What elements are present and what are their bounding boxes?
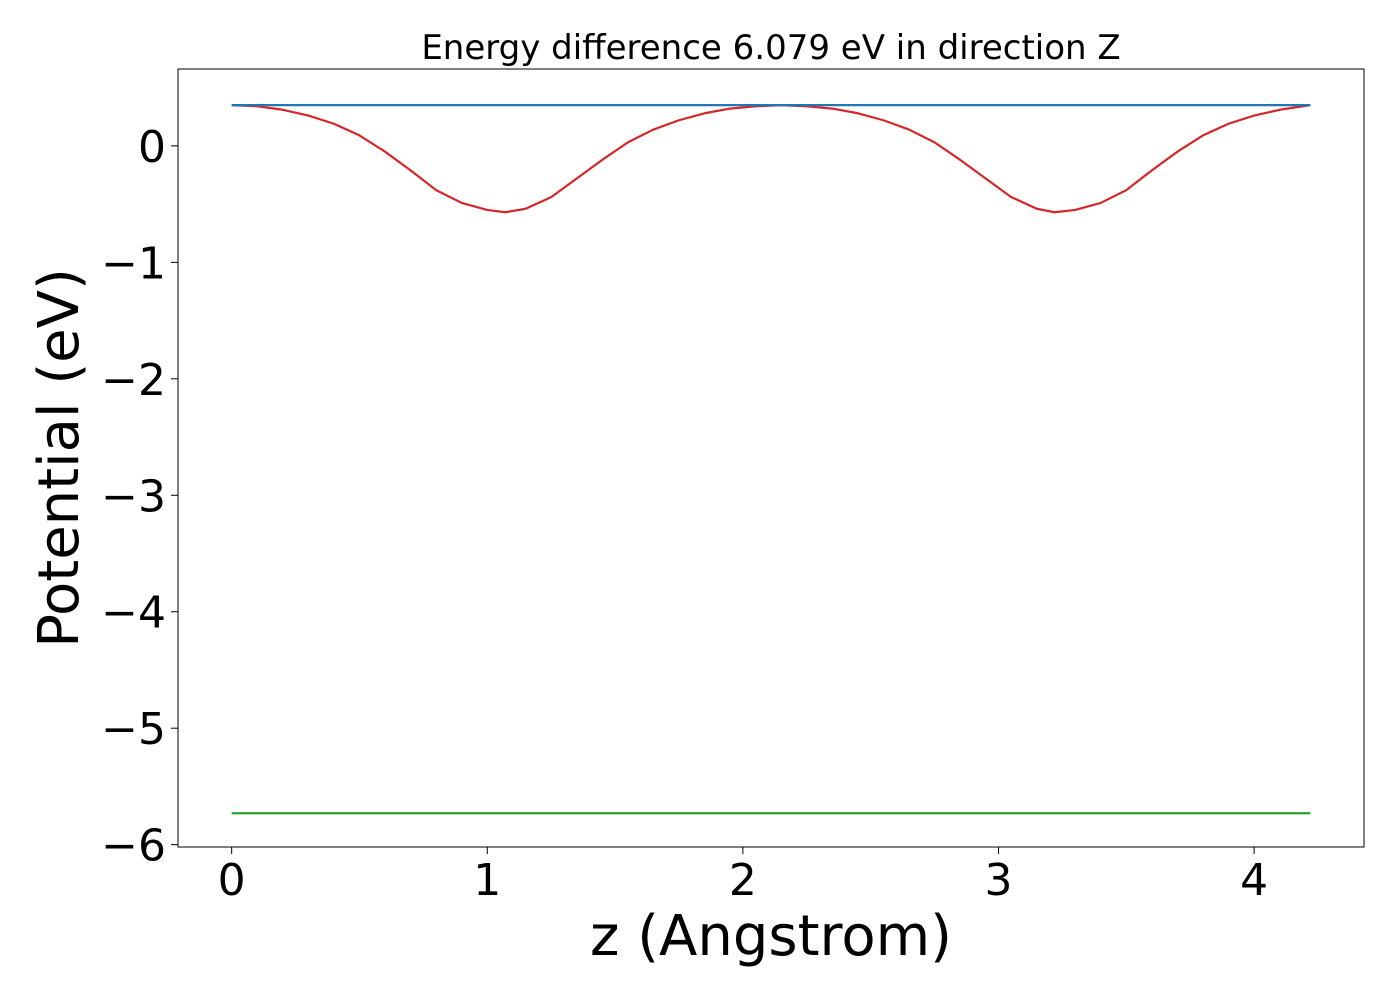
x-tick-label: 2: [729, 855, 757, 906]
y-tick-label: −1: [101, 238, 166, 289]
series-line-0: [231, 103, 1311, 214]
y-tick-label: −2: [101, 355, 166, 406]
x-axis-title: z (Angstrom): [590, 904, 952, 969]
x-tick-label: 0: [218, 855, 246, 906]
plot-area-frame: [177, 68, 1365, 848]
x-tick-label: 3: [984, 855, 1012, 906]
y-axis: 0 −1 −2 −3 −4 −5 −6: [101, 122, 178, 872]
y-tick-label: −6: [101, 821, 166, 872]
chart-title: Energy difference 6.079 eV in direction …: [421, 28, 1120, 68]
y-tick-label: −4: [101, 588, 166, 639]
series-layer: [231, 103, 1311, 815]
y-tick-label: 0: [138, 122, 166, 173]
y-tick-label: −5: [101, 704, 166, 755]
x-tick-label: 1: [473, 855, 501, 906]
x-axis: 0 1 2 3 4: [218, 847, 1268, 906]
x-tick-label: 4: [1240, 855, 1268, 906]
y-tick-label: −3: [101, 471, 166, 522]
y-axis-title: Potential (eV): [27, 268, 92, 648]
